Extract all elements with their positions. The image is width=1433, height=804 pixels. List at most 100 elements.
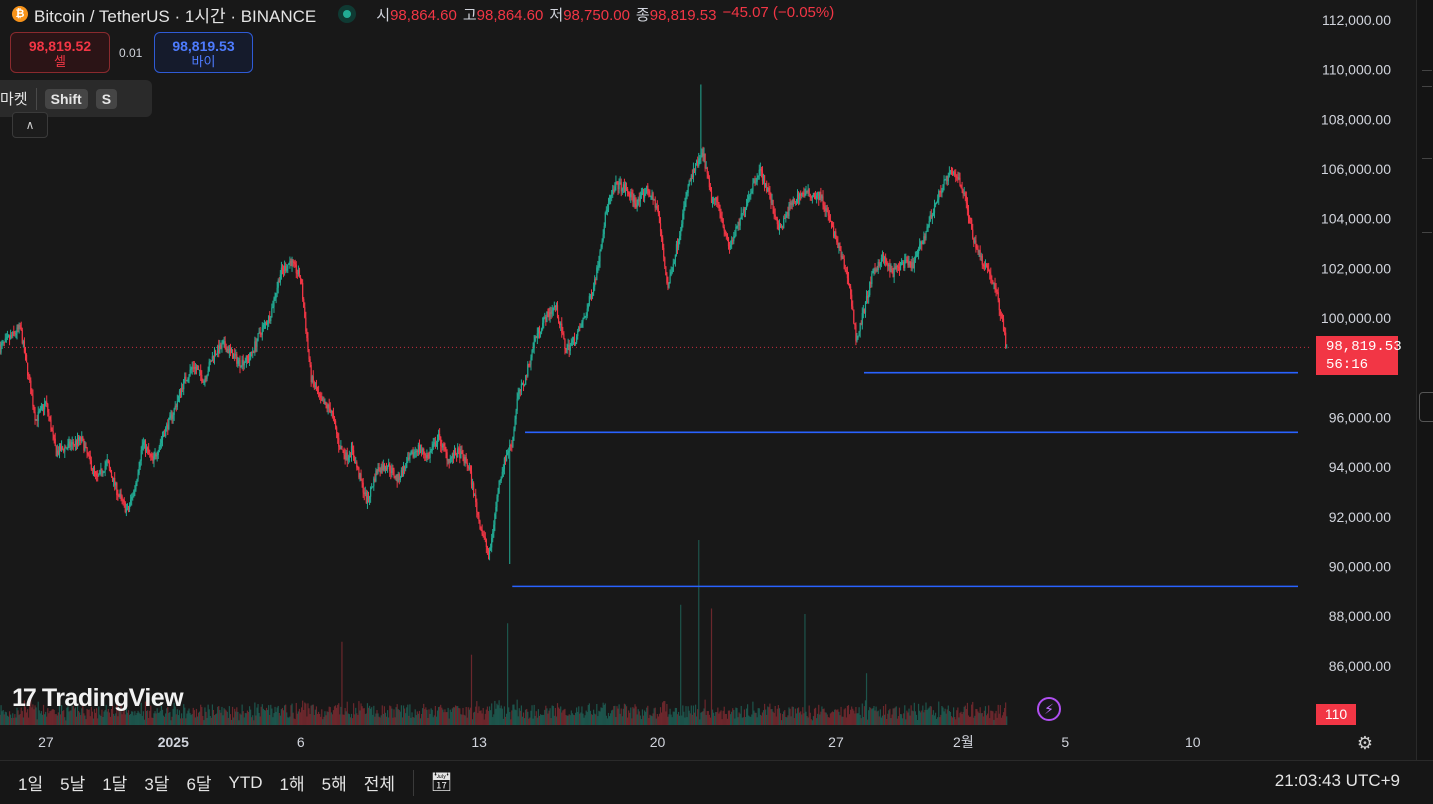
volume-bar — [210, 717, 212, 725]
candle-body — [145, 447, 148, 452]
price-tick-label: 90,000.00 — [1329, 558, 1391, 574]
candle-body — [620, 182, 622, 192]
candle-body — [656, 206, 658, 209]
lightning-icon[interactable]: ⚡ — [1037, 697, 1061, 721]
volume-bar — [893, 708, 895, 725]
candle-body — [186, 380, 188, 382]
candle-body — [752, 183, 754, 192]
candle-body — [257, 333, 259, 341]
candle-body — [890, 268, 892, 273]
candle-body — [52, 431, 54, 435]
candle-body — [984, 264, 987, 267]
candle-body — [137, 473, 139, 480]
volume-bar — [308, 708, 310, 725]
volume-bar — [883, 714, 886, 725]
symbol-title[interactable]: Bitcoin / TetherUS · 1시간 · BINANCE — [34, 6, 317, 26]
volume-bar — [288, 717, 290, 725]
candle-body — [953, 172, 955, 174]
candle-body — [838, 246, 840, 249]
candle-body — [874, 269, 876, 271]
volume-bar — [425, 707, 427, 725]
volume-bar — [453, 707, 456, 725]
candle-body — [895, 265, 897, 270]
candle-body — [595, 278, 597, 281]
volume-bar — [360, 703, 362, 725]
volume-bar — [107, 708, 109, 725]
horizontal-lines[interactable] — [0, 346, 1310, 588]
volume-bar — [76, 706, 79, 725]
volume-bar — [141, 715, 143, 725]
buy-button[interactable]: 98,819.53 바이 — [154, 32, 253, 73]
candle-body — [407, 457, 409, 462]
candle-body — [961, 188, 963, 191]
range-5y[interactable]: 5해 — [321, 775, 347, 794]
range-1d[interactable]: 1일 — [18, 775, 44, 794]
candle-body — [440, 436, 442, 446]
volume-bar — [855, 706, 857, 725]
candle-body — [925, 231, 927, 239]
candle-body — [300, 279, 303, 283]
range-5d[interactable]: 5날 — [60, 775, 86, 794]
candle-body — [46, 401, 48, 405]
volume-bar — [473, 712, 475, 725]
range-1m[interactable]: 1달 — [102, 775, 128, 794]
range-3m[interactable]: 3달 — [144, 775, 170, 794]
tradingview-logo[interactable]: 17 TradingView — [12, 684, 184, 713]
collapse-button[interactable]: ∧ — [12, 112, 48, 138]
time-axis[interactable]: 27 2025 6 13 20 27 2월 5 10 — [38, 734, 1201, 750]
range-ytd[interactable]: YTD — [228, 772, 263, 792]
goto-date-icon[interactable]: 📅︎ — [430, 772, 453, 792]
candle-body — [939, 190, 941, 192]
volume-bar — [833, 712, 835, 725]
candle-body — [42, 406, 45, 410]
candle-body — [385, 468, 388, 470]
candle-body — [488, 550, 491, 555]
candle-body — [350, 445, 353, 457]
candle-body — [35, 419, 37, 421]
volume-bar — [829, 713, 832, 725]
market-status-icon[interactable] — [338, 5, 357, 23]
candle-body — [903, 262, 905, 269]
volume-bar — [511, 710, 513, 725]
candle-body — [156, 455, 158, 457]
candle-body — [681, 224, 683, 231]
volume-bar — [346, 701, 348, 725]
candle-body — [391, 467, 393, 474]
volume-bar — [267, 709, 269, 725]
clock[interactable]: 21:03:43 UTC+9 — [1274, 771, 1400, 790]
candle-body — [83, 439, 85, 451]
volume-bar — [247, 711, 250, 725]
range-6m[interactable]: 6달 — [186, 775, 212, 794]
range-1y[interactable]: 1해 — [279, 775, 305, 794]
volume-bar — [539, 714, 542, 725]
candle-body — [328, 404, 330, 409]
volume-bar — [675, 707, 678, 725]
candle-body — [790, 202, 792, 205]
range-all[interactable]: 전체 — [363, 775, 396, 794]
gear-icon[interactable]: ⚙ — [1356, 733, 1374, 753]
candle-body — [340, 446, 342, 450]
candle-body — [677, 240, 680, 248]
volume-bar — [494, 700, 496, 725]
volume-bar — [483, 719, 485, 725]
volume-bar — [963, 706, 965, 725]
candle-body — [0, 344, 2, 353]
candle-body — [543, 318, 545, 323]
volume-bar — [403, 708, 406, 725]
candle-body — [18, 325, 20, 329]
volume-bar — [624, 704, 627, 725]
candle-body — [802, 193, 804, 195]
toolbar-divider — [1422, 86, 1432, 87]
candle-body — [512, 436, 514, 447]
sell-button[interactable]: 98,819.52 셀 — [10, 32, 110, 73]
volume-bar — [611, 710, 613, 725]
volume-bar — [654, 707, 656, 725]
volume-bar — [583, 717, 585, 725]
candle-body — [837, 242, 839, 249]
volume-bar — [72, 705, 74, 725]
volume-bar — [660, 712, 663, 725]
toolbar-toggle-button[interactable] — [1419, 392, 1433, 422]
candle-body — [652, 193, 654, 200]
